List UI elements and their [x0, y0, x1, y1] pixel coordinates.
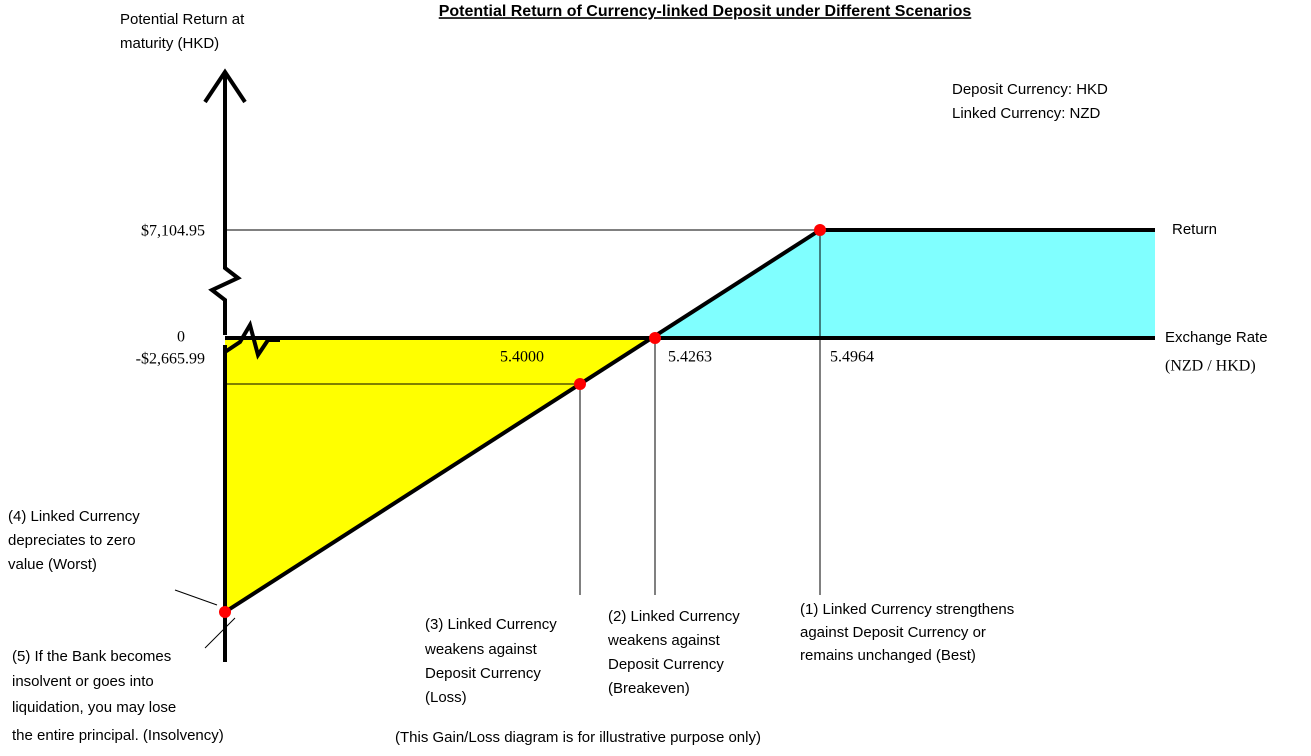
currency: Linked Currency: NZD [952, 105, 1101, 122]
axis-note: Exchange Rate [1165, 329, 1268, 346]
scenario: (Loss) [425, 689, 467, 706]
y-axis-label: maturity (HKD) [120, 35, 219, 52]
scenario: value (Worst) [8, 556, 97, 573]
scenario: against Deposit Currency or [800, 624, 986, 641]
y-label: 0 [177, 329, 185, 346]
axes [203, 68, 1155, 662]
scenario: (4) Linked Currency [8, 508, 140, 525]
scenario: (3) Linked Currency [425, 616, 557, 633]
axis-note: Return [1172, 221, 1217, 238]
scenario: insolvent or goes into [12, 673, 154, 690]
scenario: Deposit Currency [425, 665, 541, 682]
scenario: depreciates to zero [8, 532, 136, 549]
scenario: (2) Linked Currency [608, 608, 740, 625]
points [219, 224, 826, 618]
y-label: -$2,665.99 [136, 351, 205, 368]
scenario: liquidation, you may lose [12, 699, 176, 716]
scenario: weakens against [607, 632, 721, 649]
scenario: (Breakeven) [608, 680, 690, 697]
x-label: 5.4964 [830, 349, 874, 366]
scenario: remains unchanged (Best) [800, 647, 976, 664]
scenario: (1) Linked Currency strengthens [800, 601, 1014, 618]
title: Potential Return of Currency-linked Depo… [439, 3, 972, 20]
scenario: Deposit Currency [608, 656, 724, 673]
currency: Deposit Currency: HKD [952, 81, 1108, 98]
y-label: $7,104.95 [141, 223, 205, 240]
x-label: 5.4000 [500, 349, 544, 366]
scenario: the entire principal. (Insolvency) [12, 727, 224, 744]
gain-area [655, 230, 1155, 338]
x-label: 5.4263 [668, 349, 712, 366]
footnote: (This Gain/Loss diagram is for illustrat… [395, 729, 761, 746]
scenario: (5) If the Bank becomes [12, 648, 171, 665]
y-axis-label: Potential Return at [120, 11, 245, 28]
scenario: weakens against [424, 641, 538, 658]
guides [174, 229, 821, 649]
axis-note: (NZD / HKD) [1165, 358, 1256, 375]
